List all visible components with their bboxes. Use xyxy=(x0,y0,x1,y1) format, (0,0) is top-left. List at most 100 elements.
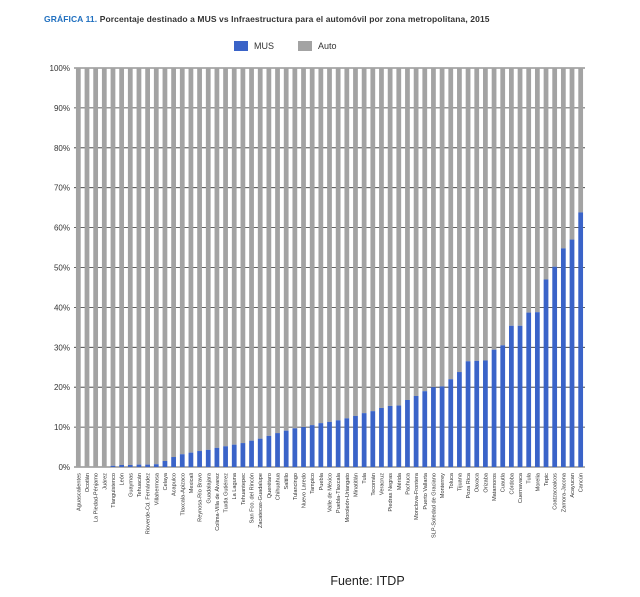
x-tick-label: Morelia xyxy=(535,472,541,491)
bar-auto xyxy=(534,68,540,313)
bar-auto xyxy=(136,68,142,465)
x-tick-label: Orizaba xyxy=(483,472,489,492)
bar-auto xyxy=(119,68,125,465)
bar-auto xyxy=(223,68,228,447)
x-tick-label: La Laguna xyxy=(232,472,238,499)
bar-auto xyxy=(153,68,159,465)
bar-mus xyxy=(379,407,384,467)
x-tick-label: Tlanguistenco xyxy=(111,473,117,508)
y-tick-label: 100% xyxy=(50,64,70,73)
x-tick-label: Mexicali xyxy=(189,473,195,493)
bar-auto xyxy=(110,68,116,466)
bar-auto xyxy=(93,68,99,467)
x-tick-label: Aguascalientes xyxy=(76,473,82,511)
bar-auto xyxy=(257,68,263,439)
bar-mus xyxy=(405,399,410,467)
bar-auto xyxy=(379,68,384,408)
bar-auto xyxy=(387,68,393,406)
bar-mus xyxy=(136,464,142,467)
legend-swatch-mus xyxy=(234,41,248,51)
x-tick-label: Monterrey xyxy=(440,473,446,498)
chart-title-text: Porcentaje destinado a MUS vs Infraestru… xyxy=(99,14,490,24)
x-tick-label: Acayucan xyxy=(570,473,576,498)
x-tick-label: Ocotlán xyxy=(85,473,91,492)
bar-auto xyxy=(526,68,532,313)
x-tick-label: Reynosa-Río Bravo xyxy=(198,473,204,522)
bar-mus xyxy=(543,279,549,467)
y-tick-label: 70% xyxy=(54,184,70,193)
bar-mus xyxy=(474,360,480,467)
x-tick-label: Juárez xyxy=(102,473,108,490)
bar-auto xyxy=(370,68,376,412)
y-tick-label: 10% xyxy=(54,423,70,432)
bar-mus xyxy=(283,430,289,467)
bar-mus xyxy=(534,312,540,467)
x-tick-label: Tulancingo xyxy=(293,473,299,500)
x-tick-label: Córdoba xyxy=(509,472,515,494)
bar-mus xyxy=(188,452,194,467)
bar-auto xyxy=(188,68,194,453)
bar-auto xyxy=(353,68,358,416)
bar-mus xyxy=(327,421,332,467)
bar-mus xyxy=(179,454,185,467)
bar-auto xyxy=(405,68,410,400)
x-tick-label: Zamora-Jacona xyxy=(561,472,567,512)
bar-auto xyxy=(335,68,341,421)
bar-mus xyxy=(110,465,116,467)
x-tick-label: Puebla-Tlaxcala xyxy=(336,472,342,513)
bar-mus xyxy=(119,465,125,467)
bar-mus xyxy=(249,440,254,467)
bar-mus xyxy=(483,360,488,467)
x-tick-label: Villahermosa xyxy=(154,472,160,505)
y-tick-label: 80% xyxy=(54,144,70,153)
bar-auto xyxy=(509,68,514,326)
legend-label-mus: MUS xyxy=(254,41,274,51)
bar-mus xyxy=(309,425,315,467)
bar-mus xyxy=(465,361,471,467)
bar-mus xyxy=(448,379,454,467)
x-tick-label: Nuevo Laredo xyxy=(302,473,308,508)
bar-auto xyxy=(75,68,81,467)
bar-mus xyxy=(569,239,575,467)
bar-mus xyxy=(413,395,419,467)
source-note: Fuente: ITDP xyxy=(0,574,640,588)
x-tick-label: Cuautla xyxy=(501,472,507,492)
bar-mus xyxy=(396,405,402,467)
bar-mus xyxy=(552,266,558,467)
bar-auto xyxy=(171,68,176,458)
bar-mus xyxy=(353,415,358,467)
x-tick-label: Cuernavaca xyxy=(518,472,524,503)
bar-mus xyxy=(301,427,306,467)
bar-mus xyxy=(162,461,168,467)
bar-auto xyxy=(84,68,90,467)
bar-auto xyxy=(249,68,254,441)
x-tick-label: Tula xyxy=(362,472,368,484)
x-tick-label: Veracruz xyxy=(379,473,385,495)
x-tick-label: La Piedad-Pénjamo xyxy=(94,473,100,522)
x-tick-label: Guadalajara xyxy=(206,472,212,503)
x-tick-label: Tepic xyxy=(544,473,550,486)
x-tick-label: Mérida xyxy=(397,472,403,490)
bar-auto xyxy=(560,68,566,249)
x-tick-label: Pachuca xyxy=(405,472,411,495)
legend-item-auto: Auto xyxy=(298,41,337,51)
bar-mus xyxy=(153,464,159,467)
bar-mus xyxy=(517,325,523,467)
bar-auto xyxy=(266,68,272,436)
x-tick-label: Puerto Vallarta xyxy=(423,472,429,509)
bar-mus xyxy=(240,443,246,467)
y-tick-label: 90% xyxy=(54,104,70,113)
x-tick-label: Cancún xyxy=(579,473,585,492)
y-tick-label: 60% xyxy=(54,224,70,233)
bar-mus xyxy=(361,413,367,467)
x-tick-label: San Fco. del Rincón xyxy=(250,473,256,523)
chart-title: GRÁFICA 11. Porcentaje destinado a MUS v… xyxy=(44,14,490,24)
bar-auto xyxy=(309,68,315,426)
x-tick-label: Tehuacán xyxy=(137,473,143,497)
bar-mus xyxy=(171,457,176,467)
x-tick-label: Acapulco xyxy=(172,473,178,496)
bar-mus xyxy=(292,428,298,467)
bar-auto xyxy=(439,68,445,387)
bar-auto xyxy=(197,68,202,452)
